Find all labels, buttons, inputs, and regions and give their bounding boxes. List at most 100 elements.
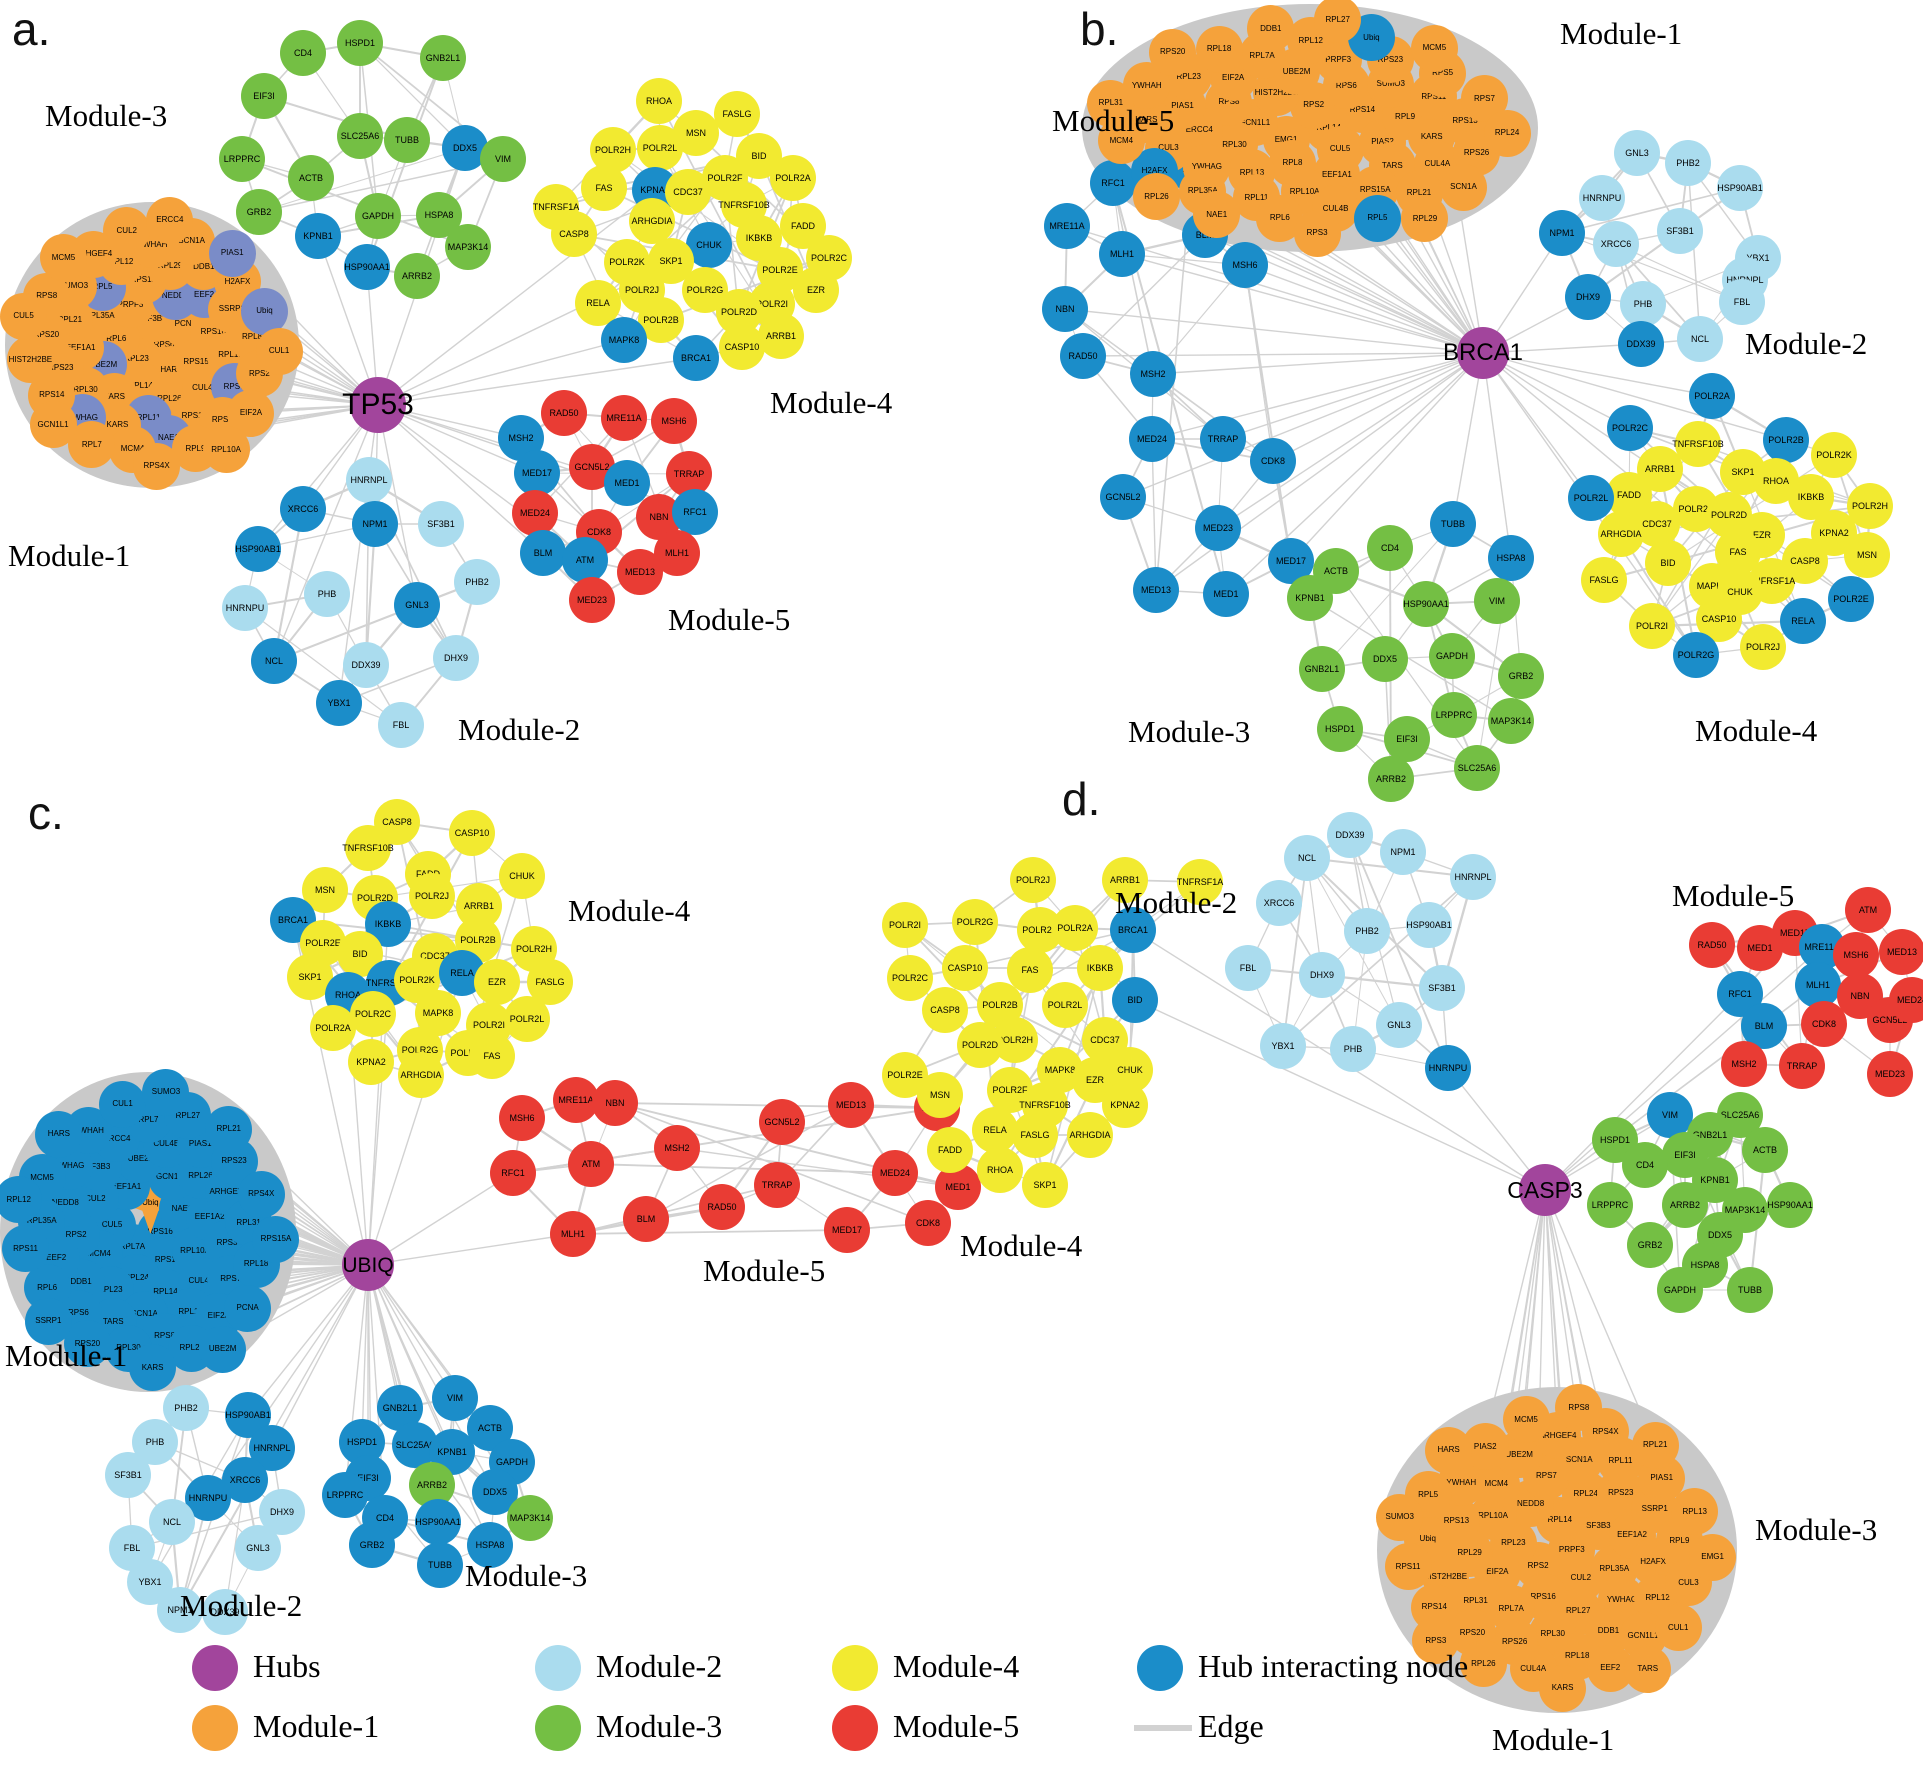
module-label-a-module-1: Module-1 [8,538,131,573]
gene-node-MED13: MED13 [828,1082,874,1128]
gene-node-MED23: MED23 [1195,505,1241,551]
gene-node-NPM1: NPM1 [1539,210,1585,256]
gene-node-RPS4X: RPS4X [133,442,181,490]
gene-node-FASLG: FASLG [1581,557,1627,603]
gene-node-PCNA: PCNA [224,1284,272,1332]
gene-node-CUL1: CUL1 [255,327,303,375]
gene-node-POLR2L: POLR2L [1568,475,1614,521]
gene-node-NBN: NBN [1042,286,1088,332]
edge [364,523,377,666]
gene-node-ARHGDIA: ARHGDIA [398,1052,444,1098]
gene-node-VIM: VIM [1647,1092,1693,1138]
gene-node-HIST2H2BE: HIST2H2BE [6,336,54,384]
gene-node-FBL: FBL [1719,279,1765,325]
gene-node-CUL2: CUL2 [103,207,151,255]
gene-node-PHB: PHB [1330,1026,1376,1072]
gene-node-MSH2: MSH2 [1130,351,1176,397]
edge [1482,352,1787,441]
gene-node-HSP90AB1: HSP90AB1 [1406,902,1452,948]
gene-node-ACTB: ACTB [288,155,334,201]
edge [1222,352,1484,440]
gene-node-PIAS1: PIAS1 [208,229,256,277]
module-label-a-module-5: Module-5 [668,602,791,637]
gene-node-LRPPRC: LRPPRC [219,136,265,182]
gene-node-NPM1: NPM1 [157,1587,203,1633]
legend-swatch-module-4 [832,1645,878,1691]
gene-node-MED17: MED17 [824,1207,870,1253]
edge [1482,352,1713,397]
edge [377,357,697,406]
edge [1112,182,1154,375]
gene-node-PHB: PHB [304,571,350,617]
gene-node-Ubiq: Ubiq [240,287,288,335]
module-label-d-module-3: Module-3 [1755,1512,1878,1547]
module-label-d-module-1: Module-1 [1492,1722,1615,1757]
gene-node-CASP10: CASP10 [449,810,495,856]
edge [257,404,379,550]
gene-node-POLR2A: POLR2A [770,155,816,201]
gene-node-EIF3I: EIF3I [1384,716,1430,762]
edge [272,508,305,662]
gene-node-CASP8: CASP8 [551,211,597,257]
gene-node-CDK8: CDK8 [905,1200,951,1246]
gene-node-RFC1: RFC1 [672,489,718,535]
edge [359,42,466,149]
gene-node-NCL: NCL [1284,835,1330,881]
panel-letter-a: a. [12,3,51,55]
gene-node-RPL26: RPL26 [1133,173,1181,221]
legend-swatch-module-5 [832,1705,878,1751]
gene-node-HSP90AB1: HSP90AB1 [1717,165,1763,211]
gene-node-CDK8: CDK8 [1250,438,1296,484]
gene-node-ARRB2: ARRB2 [394,253,440,299]
gene-node-POLR2I: POLR2I [1629,603,1675,649]
edge [1272,352,1484,462]
gene-node-POLR2C: POLR2C [887,955,933,1001]
gene-node-SCN1A: SCN1A [1439,163,1487,211]
module-label-d-module-2: Module-2 [1115,885,1238,920]
edge [1151,438,1157,591]
gene-node-SF3B1: SF3B1 [1419,965,1465,1011]
gene-node-TRRAP: TRRAP [1200,416,1246,462]
gene-node-BRCA1: BRCA1 [673,335,719,381]
gene-node-POLR2K: POLR2K [1811,432,1857,478]
gene-node-MED17: MED17 [514,450,560,496]
gene-node-FAS: FAS [1007,947,1053,993]
gene-node-POLR2I: POLR2I [882,902,928,948]
edge [1544,946,1823,1191]
gene-node-GNL3: GNL3 [1376,1002,1422,1048]
gene-node-KPNA2: KPNA2 [348,1039,394,1085]
gene-node-CDC37: CDC37 [665,169,711,215]
gene-node-DHX9: DHX9 [1299,952,1345,998]
gene-node-HSP90AA1: HSP90AA1 [1767,1182,1813,1228]
gene-node-MED13: MED13 [1133,567,1179,613]
edge [1321,523,1454,670]
gene-node-MED13: MED13 [1879,929,1923,975]
gene-node-RPS11: RPS11 [2,1225,50,1273]
gene-node-BLM: BLM [520,530,566,576]
gene-node-RPL18: RPL18 [1195,25,1243,73]
gene-node-CASP8: CASP8 [922,987,968,1033]
gene-node-GRB2: GRB2 [349,1522,395,1568]
gene-node-POLR2D: POLR2D [957,1022,1003,1068]
edge [244,607,402,726]
gene-node-FADD: FADD [927,1127,973,1173]
module-label-b-module-2: Module-2 [1745,326,1868,361]
gene-node-LRPPRC: LRPPRC [1587,1182,1633,1228]
edge [1309,597,1512,722]
gene-node-NPM1: NPM1 [352,501,398,547]
legend-label-module-2: Module-2 [596,1648,723,1684]
gene-node-XRCC6: XRCC6 [280,486,326,532]
gene-node-TUBB: TUBB [1430,501,1476,547]
gene-node-TUBB: TUBB [384,117,430,163]
edge [131,1511,283,1549]
legend-swatch-module-1 [192,1705,238,1751]
gene-node-MSH6: MSH6 [651,398,697,444]
gene-node-HNRNPU: HNRNPU [1579,175,1625,221]
edge [1561,232,1743,303]
gene-node-KARS: KARS [1539,1664,1587,1712]
gene-node-POLR2A: POLR2A [1052,905,1098,951]
gene-node-PHB2: PHB2 [454,559,500,605]
gene-node-POLR2J: POLR2J [1010,857,1056,903]
edge [1217,352,1484,529]
gene-node-RAD50: RAD50 [1060,333,1106,379]
